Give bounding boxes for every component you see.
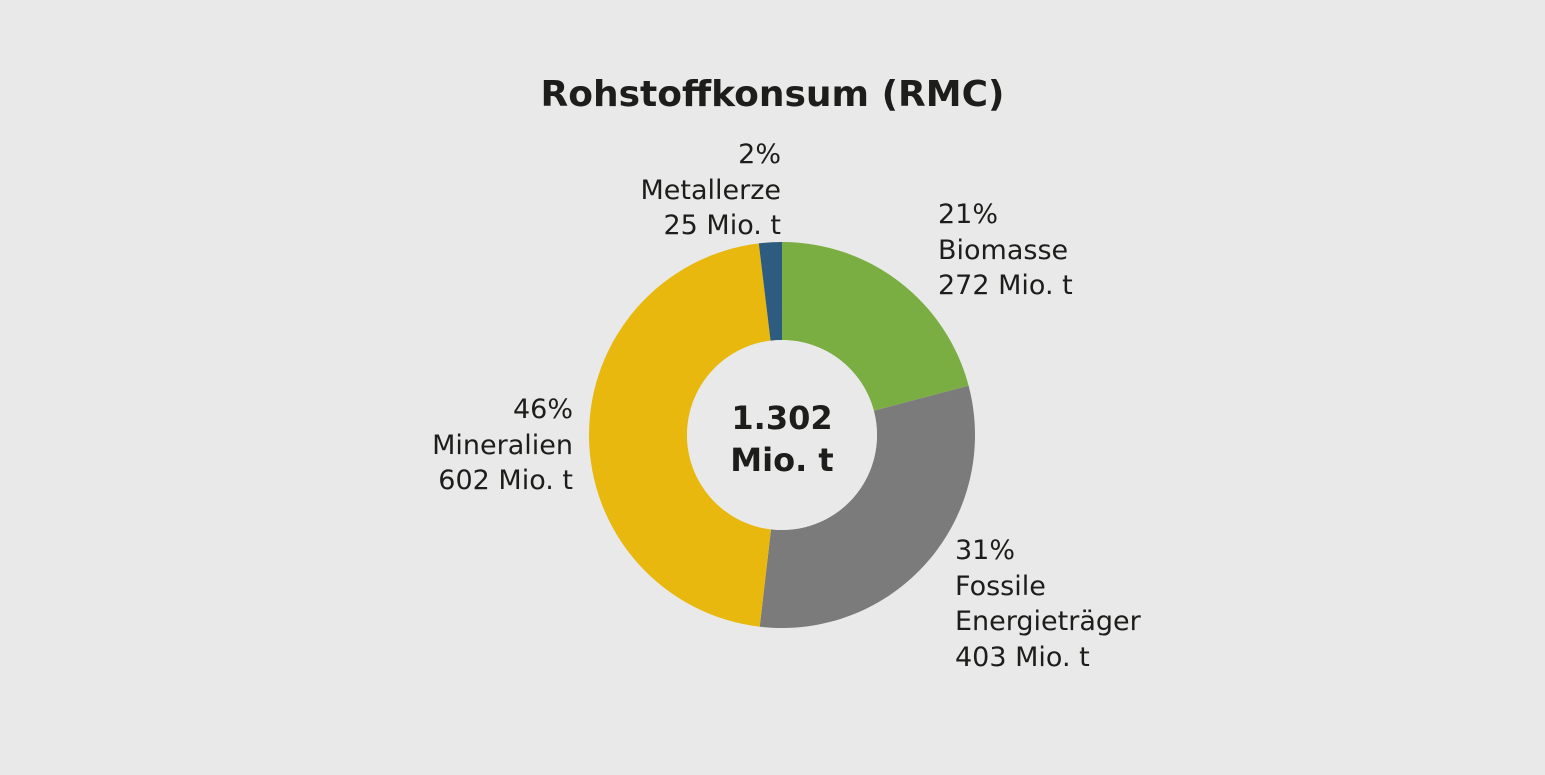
category-label: Fossile Energieträger — [955, 570, 1141, 638]
donut-segment — [758, 242, 782, 341]
center-label: Mio. t — [730, 441, 833, 479]
center-label: 1.302 — [731, 399, 832, 437]
category-label: Biomasse — [938, 234, 1069, 266]
chart-title: Rohstoffkonsum (RMC) — [540, 74, 1005, 115]
slice-label: 46% Mineralien 602 Mio. t — [432, 392, 573, 499]
percent-label: 21% — [938, 199, 999, 230]
category-label: Mineralien — [432, 429, 573, 461]
category-label: Metallerze — [640, 174, 781, 206]
slice-label: 21% Biomasse 272 Mio. t — [938, 197, 1073, 304]
slice-label: 31% Fossile Energieträger 403 Mio. t — [955, 533, 1141, 675]
value-label: 602 Mio. t — [438, 465, 573, 496]
donut-segment — [759, 385, 975, 628]
slice-label: 2% Metallerze 25 Mio. t — [640, 137, 781, 244]
percent-label: 46% — [512, 394, 573, 425]
percent-label: 31% — [955, 535, 1016, 566]
value-label: 403 Mio. t — [955, 641, 1090, 673]
value-label: 272 Mio. t — [938, 270, 1073, 301]
percent-label: 2% — [738, 139, 781, 170]
value-label: 25 Mio. t — [663, 210, 781, 241]
donut-hole — [687, 340, 877, 530]
donut-segment — [589, 243, 772, 627]
donut-segment — [782, 242, 969, 411]
